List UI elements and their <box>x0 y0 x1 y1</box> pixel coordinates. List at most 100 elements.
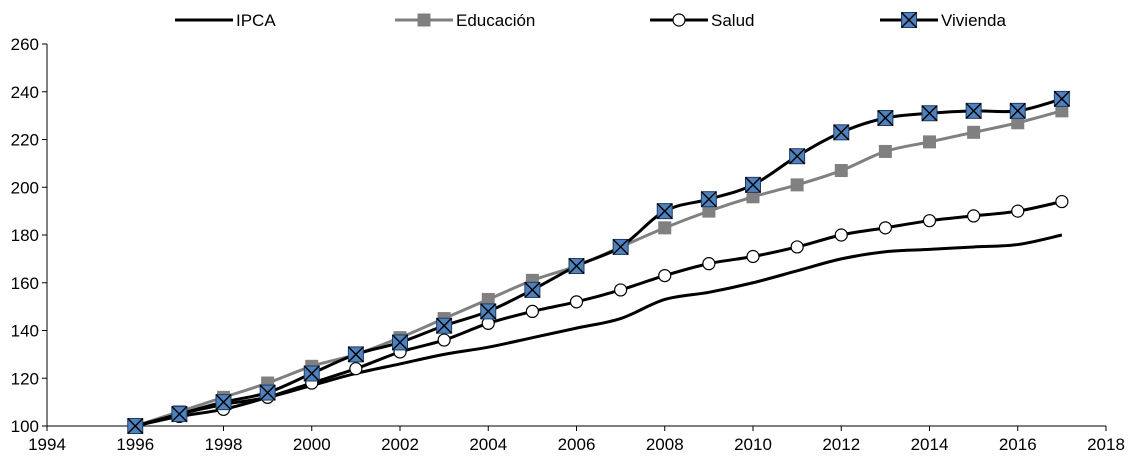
data-point-x-square <box>127 418 144 434</box>
axes: 100 120 140 160 180 200 220 240 260 1994 1996 1998 2… <box>11 35 1125 454</box>
data-point-x-square <box>171 406 188 423</box>
marker-cross <box>612 238 629 255</box>
marker-cross <box>833 124 850 141</box>
marker-cross <box>1009 102 1026 119</box>
data-point-x-square <box>789 148 806 165</box>
marker-cross <box>436 317 453 334</box>
data-point-x-square <box>1009 102 1026 119</box>
data-point-circle <box>1011 204 1025 218</box>
marker-cross <box>524 281 541 298</box>
data-point-x-square <box>347 346 364 363</box>
data-point-circle <box>658 268 672 283</box>
data-point-square <box>834 164 848 178</box>
y-tick-label: 180 <box>11 226 39 245</box>
x-tick-label: 1996 <box>116 435 154 454</box>
data-point-x-square <box>700 191 717 208</box>
data-point-x-square <box>436 317 453 334</box>
series-line <box>134 200 1063 428</box>
data-point-x-square <box>745 176 761 193</box>
x-tick-label: 2004 <box>469 435 507 454</box>
x-tick-label: 1998 <box>205 435 243 454</box>
marker-cross <box>700 191 717 208</box>
data-point-circle <box>922 214 937 228</box>
marker-cross <box>127 418 144 434</box>
data-point-x-square <box>568 258 585 275</box>
series-salud <box>128 194 1069 433</box>
legend: IPCA Educación Salud Vivienda <box>175 11 1006 30</box>
marker-cross <box>303 365 320 382</box>
data-point-x-square <box>901 12 917 28</box>
data-point-x-square <box>259 384 276 401</box>
x-tick-label: 2012 <box>822 435 860 454</box>
data-point-circle <box>569 295 584 309</box>
data-point-circle <box>672 13 686 27</box>
data-point-square <box>878 144 892 158</box>
data-point-circle <box>746 249 760 264</box>
data-point-circle <box>349 362 363 376</box>
series-line <box>134 97 1063 428</box>
series-vivienda <box>127 90 1070 434</box>
x-tick-label: 2014 <box>911 435 949 454</box>
data-point-square <box>417 13 431 27</box>
legend-label: IPCA <box>236 11 276 30</box>
data-point-x-square <box>656 203 673 220</box>
legend-label: Vivienda <box>941 11 1006 30</box>
legend-item-salud: Salud <box>650 11 754 30</box>
y-tick-label: 260 <box>11 35 39 54</box>
marker-cross <box>656 203 673 220</box>
y-tick-label: 160 <box>11 274 39 293</box>
data-point-x-square <box>833 124 850 141</box>
marker-cross <box>568 258 585 275</box>
marker-cross <box>965 102 982 119</box>
marker-cross <box>480 303 497 320</box>
data-point-x-square <box>921 105 938 122</box>
data-point-square <box>967 125 981 139</box>
data-point-x-square <box>877 110 894 127</box>
data-point-circle <box>437 333 451 347</box>
y-tick-label: 220 <box>11 131 39 150</box>
data-point-circle <box>967 209 981 223</box>
data-point-circle <box>525 304 539 318</box>
marker-cross <box>171 406 188 423</box>
series-educación <box>128 104 1069 433</box>
x-tick-label: 2002 <box>381 435 419 454</box>
marker-cross <box>215 394 232 411</box>
x-tick-label: 2018 <box>1087 435 1125 454</box>
data-point-x-square <box>392 334 408 351</box>
marker-cross <box>901 12 917 28</box>
marker-cross <box>877 110 894 127</box>
y-tick-label: 120 <box>11 369 39 388</box>
series-line <box>134 109 1063 428</box>
data-point-x-square <box>480 303 497 320</box>
y-tick-label: 200 <box>11 178 39 197</box>
data-point-square <box>658 221 672 235</box>
data-point-circle <box>702 257 716 271</box>
data-point-square <box>923 135 936 149</box>
data-point-circle <box>614 283 628 297</box>
data-point-x-square <box>215 394 232 411</box>
y-tick-label: 100 <box>11 417 39 436</box>
y-tick-label: 240 <box>11 83 39 102</box>
marker-cross <box>347 346 364 363</box>
marker-cross <box>259 384 276 401</box>
marker-cross <box>789 148 806 165</box>
marker-cross <box>745 176 761 193</box>
y-tick-label: 140 <box>11 322 39 341</box>
x-tick-label: 2008 <box>646 435 684 454</box>
data-point-x-square <box>965 102 982 119</box>
x-tick-label: 1994 <box>28 435 66 454</box>
legend-item-vivienda: Vivienda <box>880 11 1006 30</box>
series-group <box>127 90 1070 434</box>
legend-item-educación: Educación <box>395 11 535 30</box>
x-tick-label: 2000 <box>293 435 331 454</box>
marker-cross <box>1053 90 1070 107</box>
data-point-circle <box>834 228 848 242</box>
x-tick-label: 2010 <box>734 435 772 454</box>
data-point-x-square <box>524 281 541 298</box>
data-point-x-square <box>1053 90 1070 107</box>
data-point-circle <box>790 240 804 254</box>
x-tick-label: 2006 <box>558 435 596 454</box>
data-point-circle <box>1055 194 1069 209</box>
legend-item-ipca: IPCA <box>175 11 276 30</box>
